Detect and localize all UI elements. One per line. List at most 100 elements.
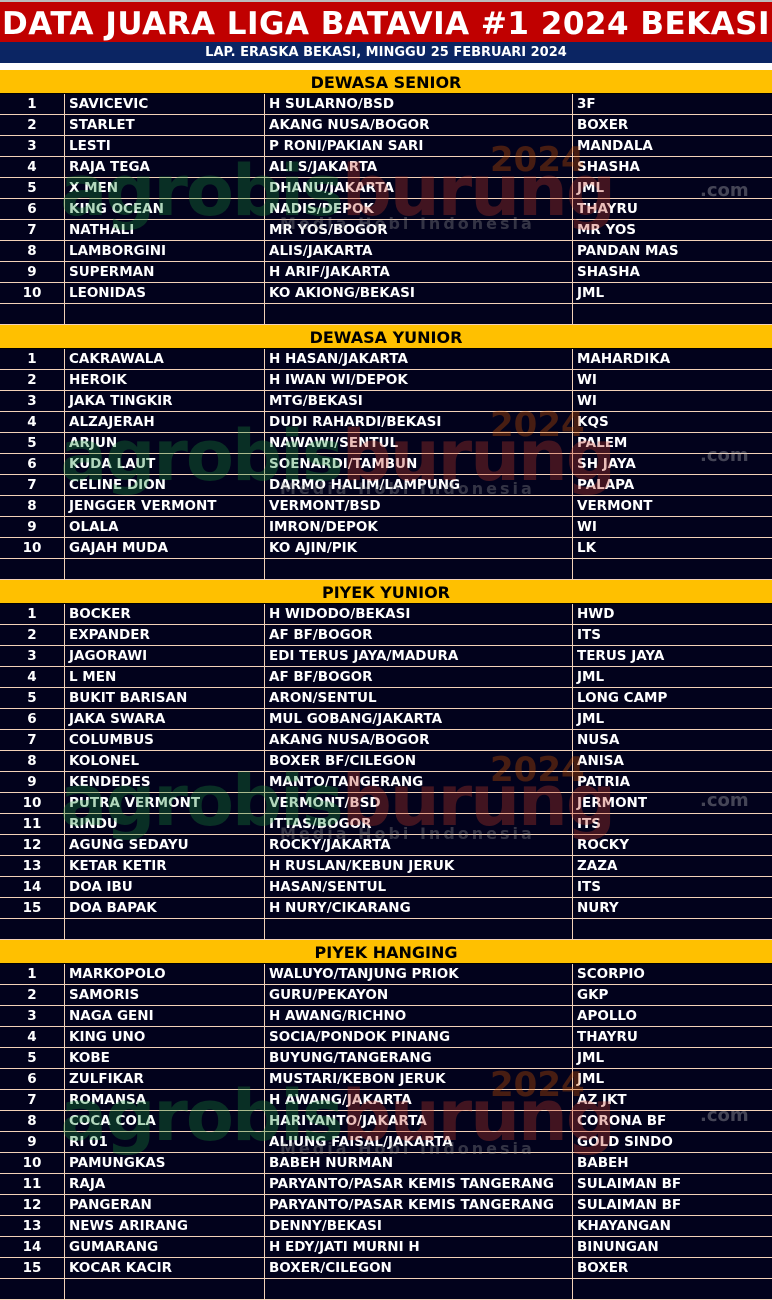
owner-cell	[265, 559, 573, 579]
team-cell: LK	[577, 540, 597, 556]
table-row: 2 HEROIK H IWAN WI/DEPOK WI	[0, 370, 772, 391]
owner-cell: BUYUNG/TANGERANG	[265, 1048, 573, 1068]
table-row: 4 KING UNO SOCIA/PONDOK PINANG THAYRU	[0, 1027, 772, 1048]
table-row: 5 BUKIT BARISAN ARON/SENTUL LONG CAMP	[0, 688, 772, 709]
bird-name-cell: JAKA TINGKIR	[65, 391, 265, 411]
owner-cell: ROCKY/JAKARTA	[265, 835, 573, 855]
bird-name-cell: NATHALI	[65, 220, 265, 240]
owner-cell: WALUYO/TANJUNG PRIOK	[265, 964, 573, 984]
bird-name-cell: KOCAR KACIR	[65, 1258, 265, 1278]
team-cell: SH JAYA	[577, 456, 636, 472]
section-header: PIYEK YUNIOR	[0, 580, 772, 604]
owner-cell: MUL GOBANG/JAKARTA	[265, 709, 573, 729]
table-row: 11 RINDU ITTAS/BOGOR ITS	[0, 814, 772, 835]
bird-name-cell: GAJAH MUDA	[65, 538, 265, 558]
team-cell: MANDALA	[577, 138, 653, 154]
rank-cell: 1	[0, 604, 65, 624]
owner-cell	[265, 1279, 573, 1299]
team-cell: SHASHA	[577, 159, 640, 175]
bird-name-cell: OLALA	[65, 517, 265, 537]
team-cell: ITS	[577, 816, 601, 832]
rank-cell: 1	[0, 349, 65, 369]
owner-cell: PARYANTO/PASAR KEMIS TANGERANG	[265, 1195, 573, 1215]
rank-cell: 10	[0, 1153, 65, 1173]
bird-name-cell: ROMANSA	[65, 1090, 265, 1110]
table-row: 6 KUDA LAUT SOENARDI/TAMBUN SH JAYA	[0, 454, 772, 475]
bird-name-cell: HEROIK	[65, 370, 265, 390]
rank-cell: 6	[0, 1069, 65, 1089]
rank-cell: 9	[0, 517, 65, 537]
team-cell: ANISA	[577, 753, 624, 769]
rank-cell: 13	[0, 856, 65, 876]
rank-cell: 9	[0, 1132, 65, 1152]
table-row: 1 BOCKER H WIDODO/BEKASI HWD	[0, 604, 772, 625]
bird-name-cell: AGUNG SEDAYU	[65, 835, 265, 855]
owner-cell: AKANG NUSA/BOGOR	[265, 730, 573, 750]
bird-name-cell: CELINE DION	[65, 475, 265, 495]
bird-name-cell: EXPANDER	[65, 625, 265, 645]
table-row: 3 JAGORAWI EDI TERUS JAYA/MADURA TERUS JAYA	[0, 646, 772, 667]
owner-cell: SOCIA/PONDOK PINANG	[265, 1027, 573, 1047]
owner-cell: KO AKIONG/BEKASI	[265, 283, 573, 303]
section-header: DEWASA SENIOR	[0, 70, 772, 94]
table-row: 2 SAMORIS GURU/PEKAYON GKP	[0, 985, 772, 1006]
bird-name-cell: STARLET	[65, 115, 265, 135]
owner-cell: H EDY/JATI MURNI H	[265, 1237, 573, 1257]
bird-name-cell: RAJA TEGA	[65, 157, 265, 177]
rank-cell: 3	[0, 1006, 65, 1026]
table-row: 9 OLALA IMRON/DEPOK WI	[0, 517, 772, 538]
owner-cell: H IWAN WI/DEPOK	[265, 370, 573, 390]
rank-cell: 8	[0, 496, 65, 516]
bird-name-cell	[65, 919, 265, 939]
team-cell: SCORPIO	[577, 966, 645, 982]
team-cell: VERMONT	[577, 498, 653, 514]
rank-cell: 5	[0, 1048, 65, 1068]
rank-cell	[0, 1279, 65, 1299]
owner-cell: H RUSLAN/KEBUN JERUK	[265, 856, 573, 876]
table-row: 11 RAJA PARYANTO/PASAR KEMIS TANGERANG SULA…	[0, 1174, 772, 1195]
table-row: 15 KOCAR KACIR BOXER/CILEGON BOXER	[0, 1258, 772, 1279]
owner-cell: EDI TERUS JAYA/MADURA	[265, 646, 573, 666]
owner-cell: AKANG NUSA/BOGOR	[265, 115, 573, 135]
bird-name-cell: KOLONEL	[65, 751, 265, 771]
team-cell	[573, 1279, 772, 1299]
owner-cell: DENNY/BEKASI	[265, 1216, 573, 1236]
bird-name-cell: ZULFIKAR	[65, 1069, 265, 1089]
table-row: 6 ZULFIKAR MUSTARI/KEBON JERUK JML	[0, 1069, 772, 1090]
bird-name-cell: SAMORIS	[65, 985, 265, 1005]
rank-cell: 4	[0, 1027, 65, 1047]
table-row: 9 RI 01 ALIUNG FAISAL/JAKARTA GOLD SINDO	[0, 1132, 772, 1153]
rank-cell: 15	[0, 898, 65, 918]
rank-cell: 7	[0, 730, 65, 750]
rank-cell: 1	[0, 94, 65, 114]
rank-cell: 4	[0, 412, 65, 432]
bird-name-cell: JAGORAWI	[65, 646, 265, 666]
table-row: 4 ALZAJERAH DUDI RAHARDI/BEKASI KQS	[0, 412, 772, 433]
team-cell: GOLD SINDO	[577, 1134, 673, 1150]
bird-name-cell: JAKA SWARA	[65, 709, 265, 729]
team-cell: JML	[577, 180, 605, 196]
table-row: 1 SAVICEVIC H SULARNO/BSD 3F	[0, 94, 772, 115]
bird-name-cell: NEWS ARIRANG	[65, 1216, 265, 1236]
team-cell	[573, 559, 772, 579]
owner-cell: H NURY/CIKARANG	[265, 898, 573, 918]
bird-name-cell: KUDA LAUT	[65, 454, 265, 474]
rank-cell: 6	[0, 709, 65, 729]
team-cell: ITS	[577, 879, 601, 895]
results-table: DEWASA SENIOR 1 SAVICEVIC H SULARNO/BSD 3F 2 S…	[0, 70, 772, 1300]
team-cell: WI	[577, 393, 597, 409]
team-cell: JML	[577, 1071, 605, 1087]
bird-name-cell	[65, 304, 265, 324]
owner-cell: NAWAWI/SENTUL	[265, 433, 573, 453]
blank-row	[0, 304, 772, 325]
bird-name-cell: CAKRAWALA	[65, 349, 265, 369]
bird-name-cell: X MEN	[65, 178, 265, 198]
owner-cell: VERMONT/BSD	[265, 496, 573, 516]
blank-row	[0, 559, 772, 580]
team-cell: BOXER	[577, 1260, 629, 1276]
rank-cell	[0, 559, 65, 579]
owner-cell: HARIYANTO/JAKARTA	[265, 1111, 573, 1131]
bird-name-cell: ALZAJERAH	[65, 412, 265, 432]
owner-cell: P RONI/PAKIAN SARI	[265, 136, 573, 156]
